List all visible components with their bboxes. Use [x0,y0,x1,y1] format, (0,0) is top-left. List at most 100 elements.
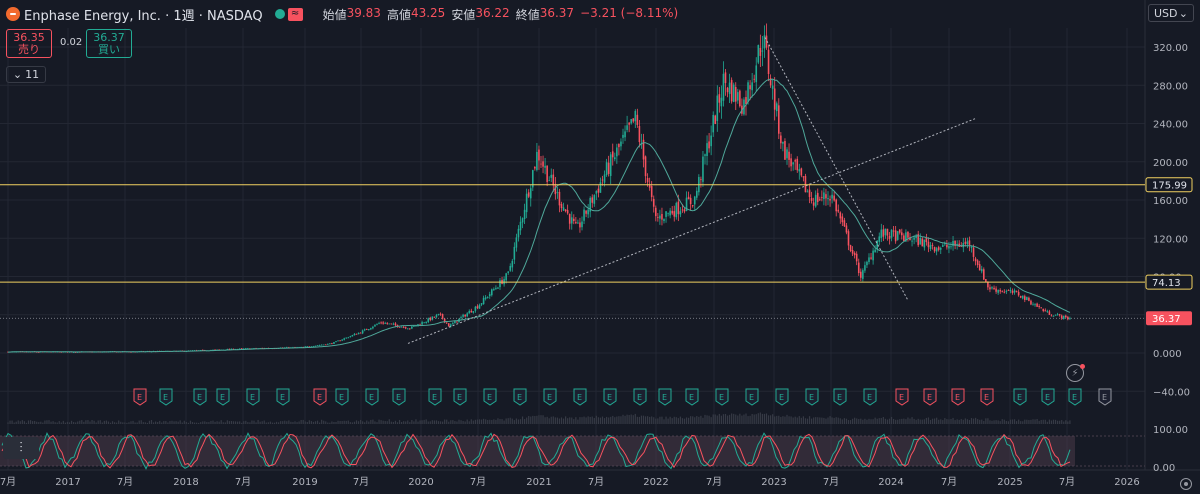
symbol-title[interactable]: Enphase Energy, Inc. · 1週 · NASDAQ [24,8,263,24]
candle-body [480,303,483,305]
volume-bar [802,416,804,424]
volume-bar [1040,419,1042,424]
volume-bar [798,416,800,424]
volume-bar [708,415,710,424]
sell-button[interactable]: 36.35 売り [6,29,52,58]
volume-bar [968,419,971,424]
earnings-marker-icon[interactable] [863,388,877,406]
volume-bar [470,419,472,424]
candle-body [499,280,501,288]
volume-bar [380,420,382,424]
candle-body [1038,306,1040,307]
oscillator-label[interactable]: ⫶ [3,437,39,459]
earnings-marker-icon[interactable] [833,388,847,406]
earnings-marker-icon[interactable] [276,388,290,406]
earnings-marker-icon[interactable] [246,388,260,406]
volume-bar [903,418,905,424]
earnings-marker-icon[interactable] [365,388,379,406]
trendline-resistance[interactable] [764,37,909,301]
earnings-marker-icon[interactable] [980,388,994,406]
candle-body [1009,289,1012,292]
candle-body [814,194,817,207]
volume-bar [915,419,917,424]
candle-body [763,35,766,49]
earnings-marker-icon[interactable] [715,388,729,406]
lightning-icon[interactable]: ⚡ [1066,364,1085,382]
candle-body [548,180,550,182]
candle-body [753,78,755,80]
earnings-marker-icon[interactable] [685,388,699,406]
earnings-marker-icon[interactable] [1068,388,1082,406]
earnings-marker-icon[interactable] [428,388,442,406]
earnings-marker-icon[interactable] [453,388,467,406]
earnings-marker-icon[interactable] [775,388,789,406]
earnings-marker-icon[interactable] [633,388,647,406]
earnings-marker-icon[interactable] [805,388,819,406]
open-value: 39.83 [346,5,381,20]
earnings-marker-icon[interactable] [133,388,147,406]
volume-bar [66,421,69,424]
buy-button[interactable]: 36.37 買い [86,29,132,58]
volume-bar [177,421,179,424]
volume-bar [505,418,507,424]
volume-bar [841,419,843,424]
earnings-marker-icon[interactable] [1098,388,1112,406]
volume-bar [790,416,792,424]
earnings-marker-icon[interactable] [543,388,557,406]
earnings-marker-icon[interactable] [745,388,759,406]
volume-bar [1044,419,1046,424]
earnings-marker-icon[interactable] [513,388,527,406]
earnings-marker-icon[interactable] [159,388,173,406]
volume-bar [616,416,618,424]
earnings-marker-icon[interactable] [335,388,349,406]
earnings-marker-icon[interactable] [951,388,965,406]
trendline-support[interactable] [407,118,976,344]
volume-bar [351,422,353,424]
volume-bar [427,421,429,424]
volume-bar [243,421,245,424]
wave-icon[interactable]: ≈ [287,7,303,21]
earnings-marker-letter: E [517,393,522,402]
volume-bar [757,413,759,424]
indicators-toggle-button[interactable]: ⌄ 11 [6,66,46,83]
volume-bar [1061,420,1063,424]
volume-bar [735,414,737,424]
earnings-marker-icon[interactable] [895,388,909,406]
earnings-marker-icon[interactable] [193,388,207,406]
volume-bar [647,416,649,424]
volume-bar [261,421,263,424]
earnings-marker-letter: E [1017,393,1022,402]
earnings-marker-icon[interactable] [483,388,497,406]
earnings-marker-icon[interactable] [603,388,617,406]
volume-bar [425,419,427,424]
candle-body [728,82,731,94]
candle-body [780,135,782,144]
volume-bar [183,420,185,424]
volume-bar [419,420,421,424]
candle-body [517,228,520,238]
volume-bar [866,419,868,424]
candle-body [622,134,624,138]
volume-bar [298,421,300,424]
earnings-marker-icon[interactable] [923,388,937,406]
currency-select[interactable]: USD ⌄ [1148,4,1194,22]
earnings-marker-icon[interactable] [1013,388,1027,406]
earnings-marker-icon[interactable] [216,388,230,406]
earnings-marker-icon[interactable] [658,388,672,406]
earnings-marker-icon[interactable] [573,388,587,406]
gear-icon[interactable] [1180,478,1192,490]
volume-bar [804,418,807,424]
volume-bar [60,422,62,424]
earnings-marker-icon[interactable] [392,388,406,406]
volume-bar [819,417,821,424]
volume-bar [29,420,32,424]
earnings-marker-icon[interactable] [313,388,327,406]
volume-bar [267,422,269,424]
candle-body [950,246,952,248]
candle-body [609,154,612,176]
volume-bar [716,415,718,424]
market-status-icon[interactable] [274,9,285,19]
earnings-marker-icon[interactable] [1041,388,1055,406]
